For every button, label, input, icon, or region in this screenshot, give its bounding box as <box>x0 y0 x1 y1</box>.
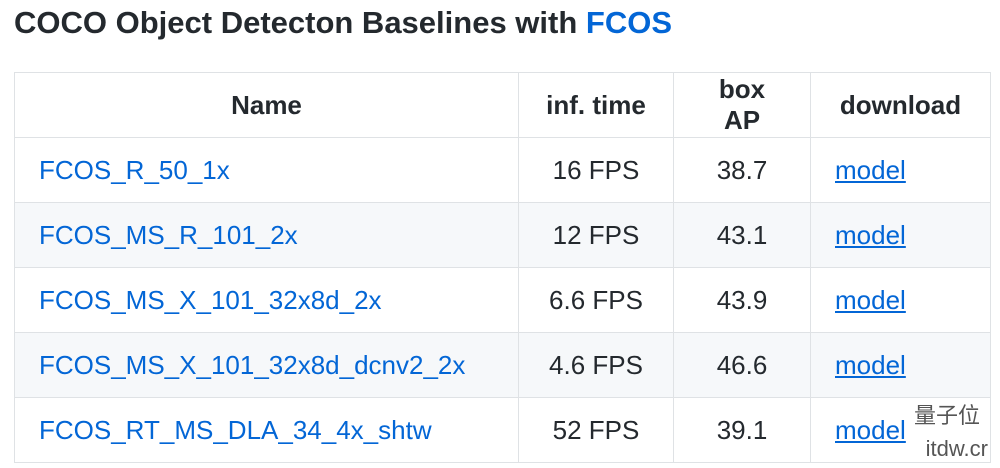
table-row: FCOS_R_50_1x 16 FPS 38.7 model <box>14 137 991 203</box>
box-ap: 38.7 <box>673 137 811 203</box>
download-cell: model <box>810 202 991 268</box>
box-ap: 43.9 <box>673 267 811 333</box>
download-cell: model <box>810 397 991 463</box>
inference-time: 6.6 FPS <box>518 267 674 333</box>
download-cell: model <box>810 137 991 203</box>
box-ap: 46.6 <box>673 332 811 398</box>
table-body: FCOS_R_50_1x 16 FPS 38.7 model FCOS_MS_R_101… <box>14 137 991 463</box>
download-link[interactable]: model <box>835 219 906 250</box>
watermark-site: itdw.cr <box>925 436 988 461</box>
table-row: FCOS_RT_MS_DLA_34_4x_shtw 52 FPS 39.1 model <box>14 397 991 463</box>
column-header: inf. time <box>518 72 674 138</box>
page-title: COCO Object Detecton Baselines with FCOS <box>14 2 672 44</box>
table-row: FCOS_MS_R_101_2x 12 FPS 43.1 model <box>14 202 991 268</box>
download-cell: model <box>810 332 991 398</box>
inference-time: 52 FPS <box>518 397 674 463</box>
model-name: FCOS_RT_MS_DLA_34_4x_shtw <box>14 397 519 463</box>
model-name: FCOS_MS_R_101_2x <box>14 202 519 268</box>
download-link[interactable]: model <box>835 349 906 380</box>
column-header: box AP <box>673 72 811 138</box>
title-text: COCO Object Detecton Baselines with <box>14 5 578 40</box>
box-ap: 39.1 <box>673 397 811 463</box>
inference-time: 12 FPS <box>518 202 674 268</box>
inference-time: 16 FPS <box>518 137 674 203</box>
download-link[interactable]: model <box>835 414 906 445</box>
header-row: Name inf. time box AP download <box>14 72 991 138</box>
download-link[interactable]: model <box>835 284 906 315</box>
table-row: FCOS_MS_X_101_32x8d_2x 6.6 FPS 43.9 model <box>14 267 991 333</box>
column-header: download <box>810 72 991 138</box>
box-ap: 43.1 <box>673 202 811 268</box>
column-header: Name <box>14 72 519 138</box>
table-row: FCOS_MS_X_101_32x8d_dcnv2_2x 4.6 FPS 46.6 m… <box>14 332 991 398</box>
model-name: FCOS_R_50_1x <box>14 137 519 203</box>
model-name: FCOS_MS_X_101_32x8d_2x <box>14 267 519 333</box>
inference-time: 4.6 FPS <box>518 332 674 398</box>
model-name: FCOS_MS_X_101_32x8d_dcnv2_2x <box>14 332 519 398</box>
baseline-table: Name inf. time box AP download FCOS_R_50_1x… <box>14 72 991 463</box>
download-cell: model <box>810 267 991 333</box>
watermark-brand: 量子位 <box>913 403 980 428</box>
title-link[interactable]: FCOS <box>585 5 673 40</box>
download-link[interactable]: model <box>835 154 906 185</box>
